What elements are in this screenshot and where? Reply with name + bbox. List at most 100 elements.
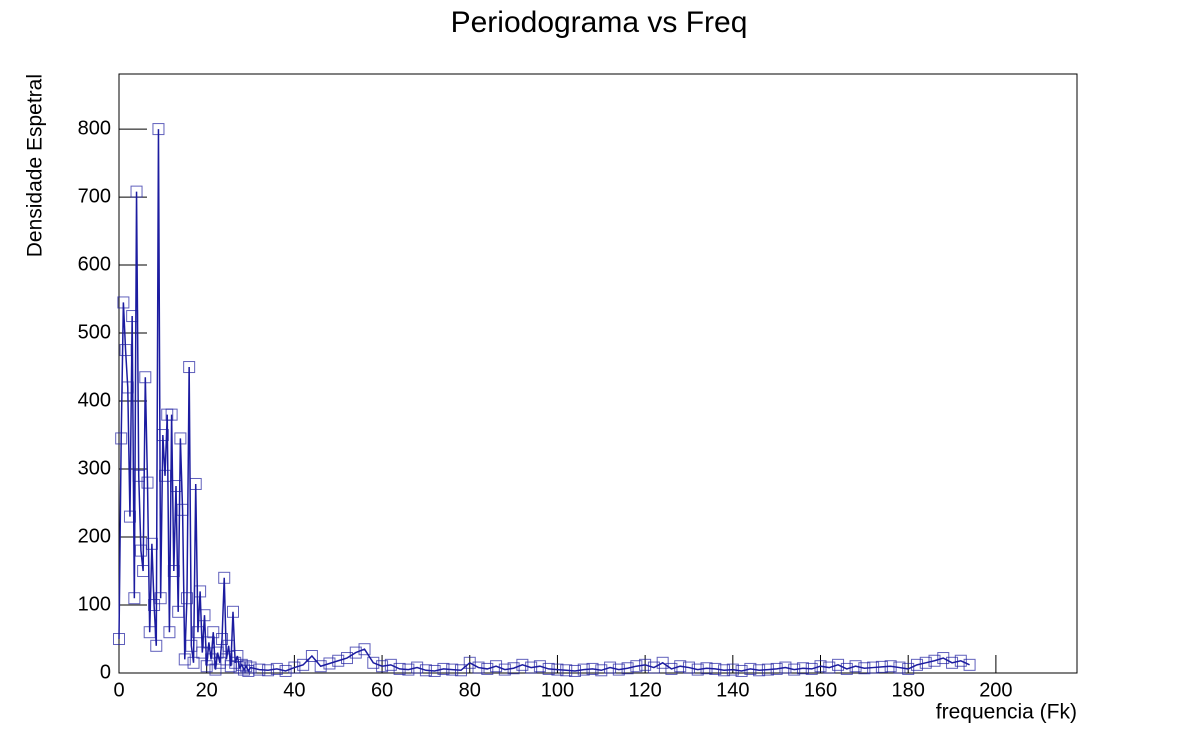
marker <box>744 662 757 675</box>
marker <box>139 371 152 384</box>
x-tick-label: 60 <box>371 679 393 701</box>
marker <box>244 661 257 674</box>
marker <box>143 626 156 639</box>
marker <box>126 310 139 323</box>
marker <box>498 663 511 676</box>
marker <box>437 662 450 675</box>
marker <box>231 650 244 663</box>
y-axis-label: Densidade Espetral <box>24 74 47 257</box>
marker <box>796 662 809 675</box>
marker <box>639 658 652 671</box>
marker <box>428 664 441 677</box>
x-tick-label: 100 <box>541 679 574 701</box>
marker <box>542 662 555 675</box>
marker <box>849 660 862 673</box>
marker <box>832 658 845 671</box>
marker <box>253 663 266 676</box>
marker <box>647 661 660 674</box>
marker <box>288 661 301 674</box>
marker <box>134 544 147 557</box>
marker <box>123 510 136 523</box>
marker <box>174 432 187 445</box>
marker <box>937 652 950 665</box>
marker <box>119 344 132 357</box>
marker <box>262 664 275 677</box>
marker <box>735 664 748 677</box>
marker <box>178 653 191 666</box>
marker <box>875 660 888 673</box>
marker <box>145 537 158 550</box>
y-tick-label: 200 <box>78 525 111 547</box>
marker <box>121 381 134 394</box>
marker <box>411 661 424 674</box>
marker <box>279 664 292 677</box>
marker <box>196 646 209 659</box>
x-tick-label: 0 <box>113 679 124 701</box>
marker <box>586 662 599 675</box>
marker <box>314 660 327 673</box>
x-tick-label: 20 <box>196 679 218 701</box>
marker <box>682 661 695 674</box>
x-tick-label: 40 <box>283 679 305 701</box>
marker <box>928 654 941 667</box>
marker <box>893 661 906 674</box>
marker <box>189 477 202 490</box>
marker <box>194 585 207 598</box>
marker <box>218 571 231 584</box>
marker <box>525 661 538 674</box>
marker <box>691 663 704 676</box>
marker <box>490 660 503 673</box>
marker <box>349 646 362 659</box>
x-tick-label: 80 <box>459 679 481 701</box>
marker <box>946 656 959 669</box>
marker <box>152 123 165 136</box>
x-tick-label: 200 <box>979 679 1012 701</box>
marker <box>237 663 250 676</box>
series-line <box>118 129 970 673</box>
marker <box>463 656 476 669</box>
marker <box>840 662 853 675</box>
marker <box>577 663 590 676</box>
marker <box>205 653 218 666</box>
marker <box>419 664 432 677</box>
marker <box>630 660 643 673</box>
marker <box>919 656 932 669</box>
marker <box>270 662 283 675</box>
marker <box>187 656 200 669</box>
marker <box>472 661 485 674</box>
marker <box>481 662 494 675</box>
x-tick-label: 160 <box>804 679 837 701</box>
marker <box>858 662 871 675</box>
marker <box>446 663 459 676</box>
marker <box>533 660 546 673</box>
marker <box>507 662 520 675</box>
marker <box>154 592 167 605</box>
marker <box>163 626 176 639</box>
marker <box>621 662 634 675</box>
chart-title: Periodograma vs Freq <box>451 6 748 39</box>
marker <box>595 664 608 677</box>
marker <box>150 639 163 652</box>
marker <box>823 661 836 674</box>
marker <box>165 408 178 421</box>
marker <box>137 565 150 578</box>
marker <box>235 658 248 671</box>
marker <box>216 633 229 646</box>
marker <box>172 605 185 618</box>
marker <box>963 658 976 671</box>
marker <box>788 663 801 676</box>
y-tick-label: 500 <box>78 321 111 343</box>
marker <box>902 662 915 675</box>
marker <box>226 605 239 618</box>
marker <box>148 599 161 612</box>
marker <box>185 639 198 652</box>
y-tick-label: 600 <box>78 253 111 275</box>
marker <box>761 663 774 676</box>
y-tick-label: 400 <box>78 389 111 411</box>
marker <box>297 658 310 671</box>
marker <box>305 650 318 663</box>
marker <box>132 469 145 482</box>
marker <box>358 643 371 656</box>
marker <box>884 660 897 673</box>
